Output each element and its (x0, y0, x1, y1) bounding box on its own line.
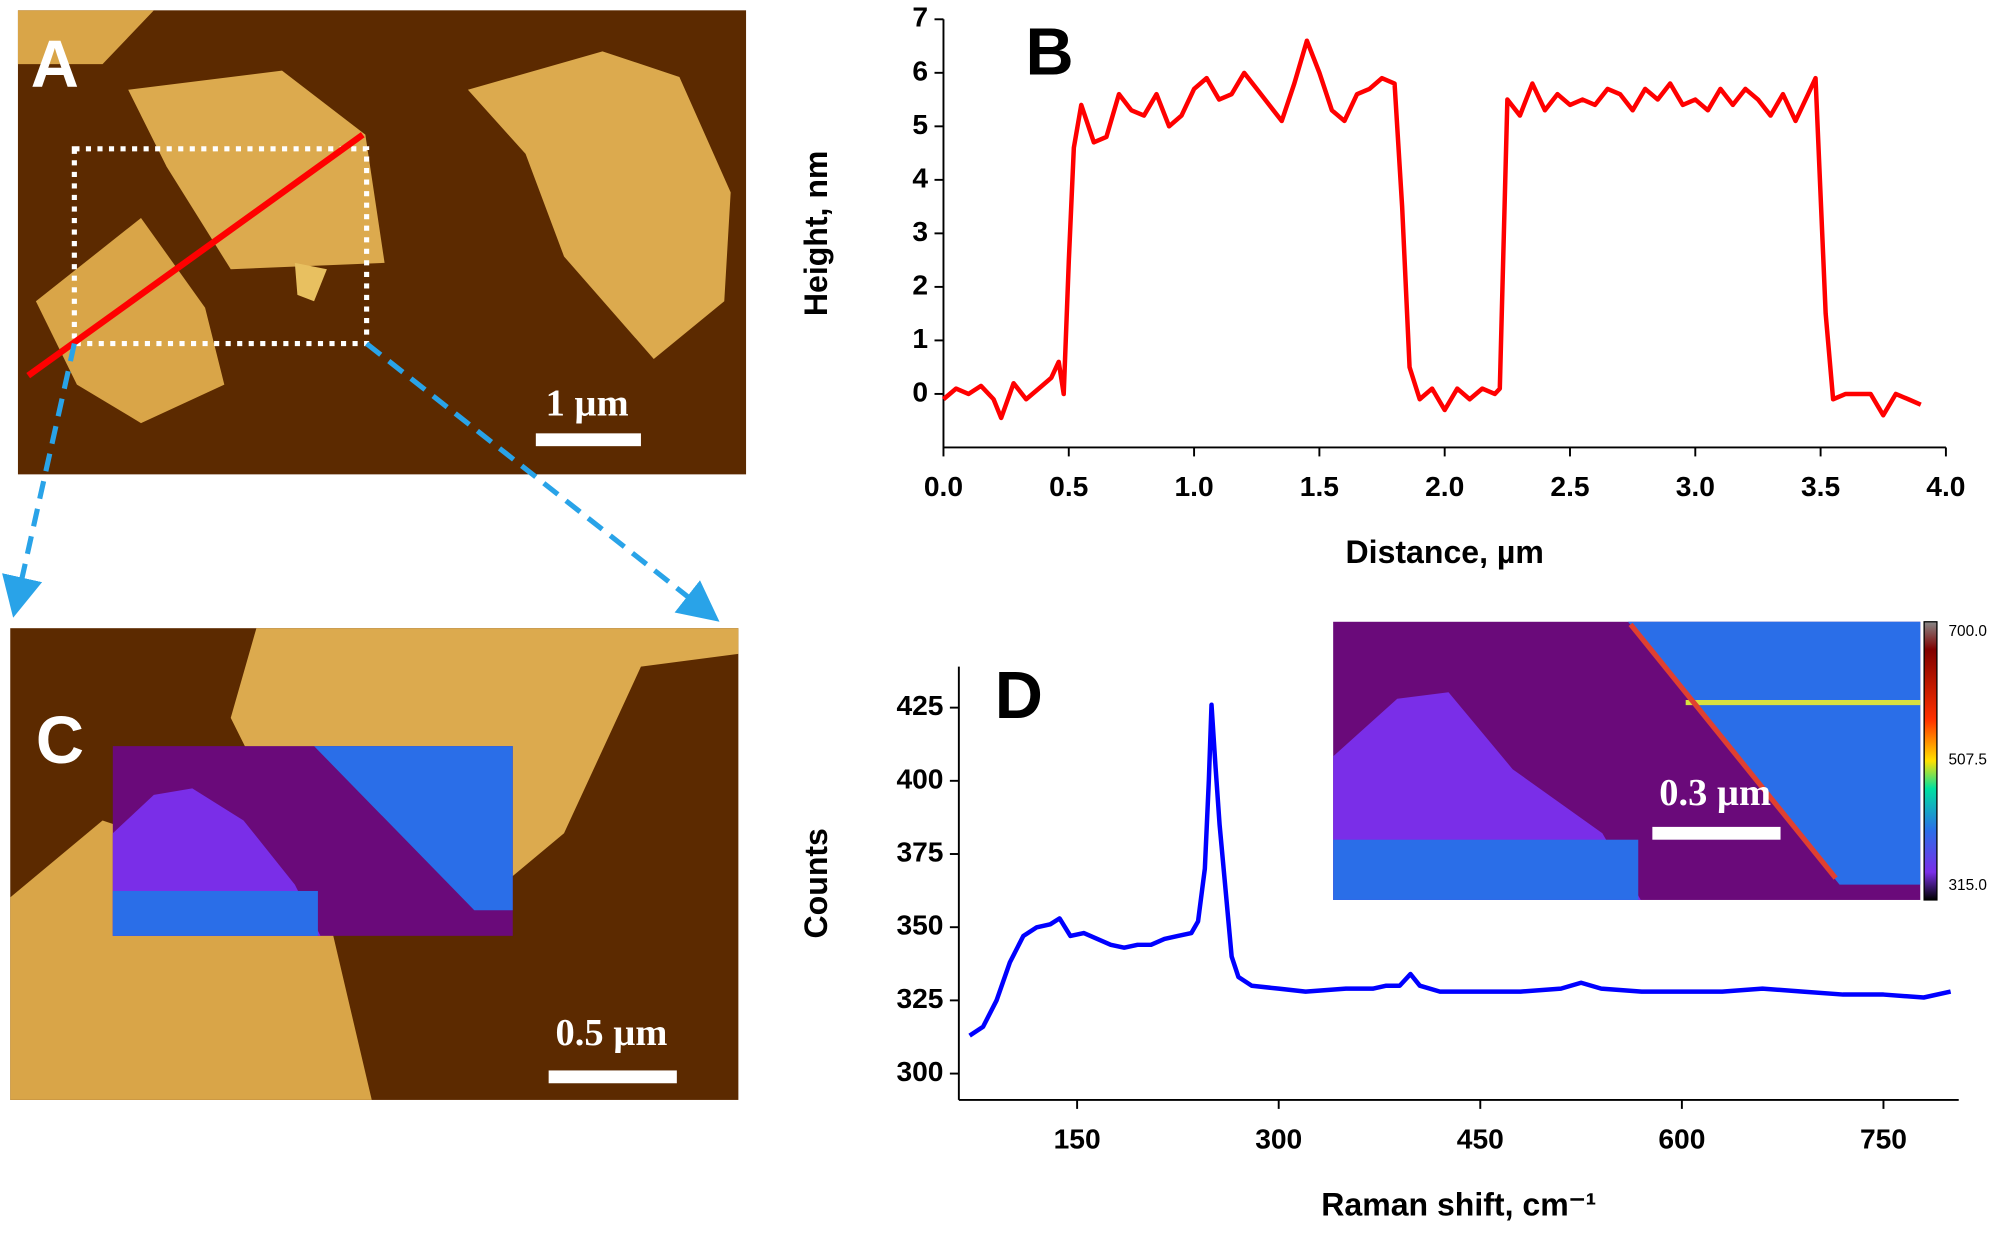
scale-bar-label: 0.5 µm (556, 1012, 668, 1054)
colorbar-label: 507.5 (1948, 751, 1986, 768)
x-tick-label: 2.5 (1550, 470, 1589, 502)
raman-map-inset: 0.3 µm 700.0 507.5 315.0 (1333, 621, 1987, 901)
x-tick-label: 600 (1658, 1122, 1705, 1154)
x-tick-label: 0.5 (1049, 470, 1088, 502)
data-line (942, 38, 1922, 421)
y-tick-label: 2 (912, 268, 928, 300)
x-tick-label: 0.0 (924, 470, 963, 502)
panel-label: D (995, 659, 1043, 733)
x-tick-label: 300 (1255, 1122, 1302, 1154)
y-tick-label: 325 (896, 982, 943, 1014)
y-tick-label: 3 (912, 215, 928, 247)
afm-image-a: 1 µm A (17, 10, 747, 475)
scale-bar-label: 0.3 µm (1659, 772, 1771, 814)
y-tick-label: 350 (896, 909, 943, 941)
y-tick-label: 300 (896, 1055, 943, 1087)
y-tick-label: 1 (912, 322, 928, 354)
x-axis-label: Distance, µm (1346, 534, 1544, 570)
x-tick-label: 450 (1457, 1122, 1504, 1154)
x-tick-label: 1.5 (1300, 470, 1339, 502)
colorbar-label: 315.0 (1948, 877, 1986, 894)
zoom-arrow (365, 341, 720, 622)
x-tick-label: 150 (1054, 1122, 1101, 1154)
y-tick-label: 0 (912, 375, 928, 407)
y-tick-label: 7 (912, 1, 928, 33)
y-axis-label: Height, nm (798, 151, 834, 316)
x-tick-label: 2.0 (1425, 470, 1464, 502)
y-tick-label: 6 (912, 54, 928, 86)
y-tick-label: 375 (896, 835, 943, 867)
x-tick-label: 4.0 (1926, 470, 1965, 502)
x-axis-label: Raman shift, cm⁻¹ (1321, 1186, 1596, 1222)
y-tick-label: 4 (912, 161, 928, 193)
colorbar-label: 700.0 (1948, 623, 1986, 640)
zoom-arrow (2, 343, 77, 618)
data-line (968, 702, 1952, 1038)
panel-label: C (36, 704, 84, 778)
scale-bar-label: 1 µm (546, 382, 629, 424)
x-tick-label: 3.0 (1676, 470, 1715, 502)
x-tick-label: 3.5 (1801, 470, 1840, 502)
afm-image-c: 0.5 µm C (10, 628, 739, 1100)
panel-label: B (1026, 15, 1074, 89)
x-tick-label: 1.0 (1174, 470, 1213, 502)
y-tick-label: 400 (896, 762, 943, 794)
x-tick-label: 750 (1860, 1122, 1907, 1154)
y-tick-label: 5 (912, 108, 928, 140)
y-tick-label: 425 (896, 689, 943, 721)
y-axis-label: Counts (798, 828, 834, 938)
panel-label: A (31, 28, 79, 102)
